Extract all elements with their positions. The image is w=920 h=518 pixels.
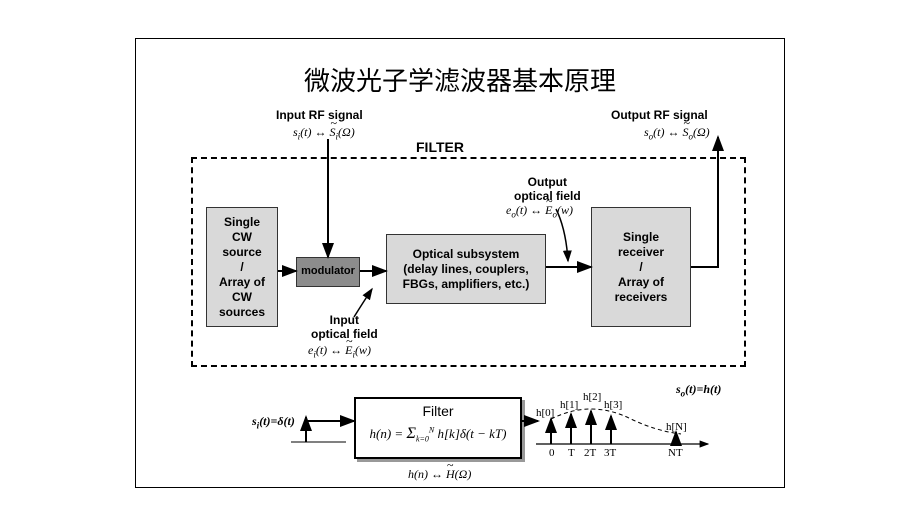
diagram-canvas: 微波光子学滤波器基本原理 FILTER SingleCWsource/Array… [135, 38, 785, 488]
block-receiver-text: Singlereceiver/Array ofreceivers [615, 230, 668, 305]
xlabel-NT: NT [668, 447, 683, 459]
math-hn: h(n) ↔ H(Ω) [408, 467, 471, 482]
block-optical-subsystem: Optical subsystem(delay lines, couplers,… [386, 234, 546, 304]
block-subsys-text: Optical subsystem(delay lines, couplers,… [403, 247, 530, 292]
block-modulator-text: modulator [301, 265, 355, 279]
math-si-delta: si(t)=δ(t) [252, 414, 295, 430]
label-input-optical: Inputoptical field [311, 314, 378, 342]
filter2-header: Filter [356, 403, 520, 419]
xlabel-T: T [568, 447, 575, 459]
math-so-h: so(t)=h(t) [676, 382, 721, 398]
block-receiver: Singlereceiver/Array ofreceivers [591, 207, 691, 327]
block-cw-source: SingleCWsource/Array ofCWsources [206, 207, 278, 327]
math-eo: eo(t) ↔ Eo(w) [506, 203, 573, 219]
hlabel-1: h[1] [560, 399, 578, 411]
filter2-equation: h(n) = Σk=0N h[k]δ(t − kT) [356, 425, 520, 444]
label-output-rf: Output RF signal [611, 109, 708, 123]
hlabel-N: h[N] [666, 421, 687, 433]
hlabel-3: h[3] [604, 399, 622, 411]
xlabel-3T: 3T [604, 447, 616, 459]
filter-impulse-box: Filter h(n) = Σk=0N h[k]δ(t − kT) [354, 397, 522, 459]
math-so: so(t) ↔ So(Ω) [644, 125, 710, 141]
block-cw-source-text: SingleCWsource/Array ofCWsources [219, 215, 265, 320]
page-title: 微波光子学滤波器基本原理 [136, 61, 784, 98]
label-input-rf: Input RF signal [276, 109, 363, 123]
xlabel-0: 0 [549, 447, 555, 459]
hlabel-2: h[2] [583, 391, 601, 403]
math-ei: ei(t) ↔ Ei(w) [308, 343, 371, 359]
math-si: si(t) ↔ Si(Ω) [293, 125, 355, 141]
hlabel-0: h[0] [536, 407, 554, 419]
filter-frame-label: FILTER [416, 139, 464, 155]
xlabel-2T: 2T [584, 447, 596, 459]
block-modulator: modulator [296, 257, 360, 287]
